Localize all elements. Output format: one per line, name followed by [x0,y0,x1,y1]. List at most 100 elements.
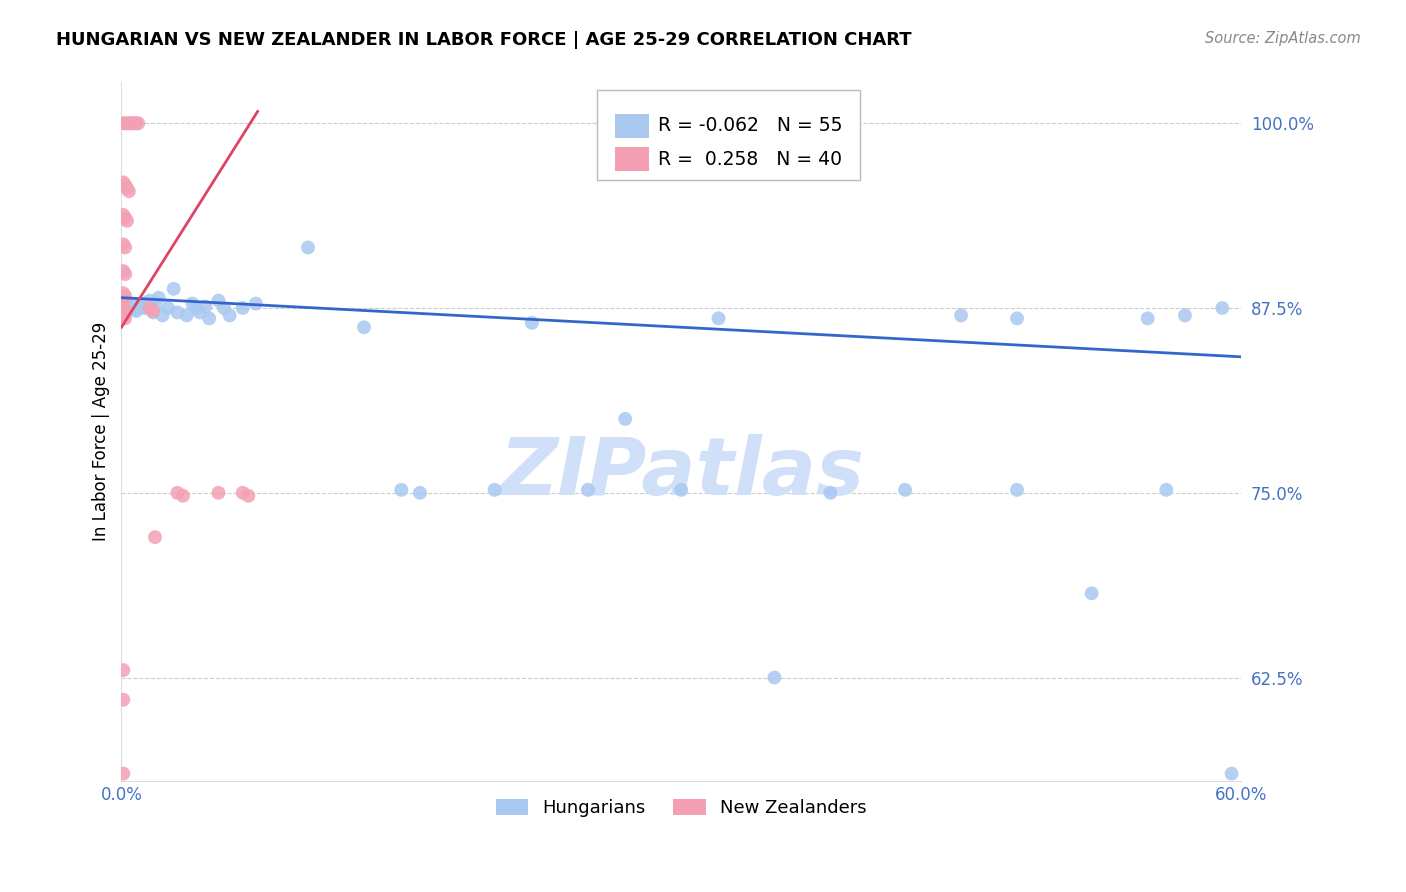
Point [118,116,141,130]
Point [232,301,254,315]
Point [207,485,229,500]
Point [181,296,204,310]
Point [245,296,267,310]
Point [238,489,260,503]
Point [232,485,254,500]
Point [152,309,174,323]
Point [114,289,136,303]
Point [188,305,211,319]
Text: HUNGARIAN VS NEW ZEALANDER IN LABOR FORCE | AGE 25-29 CORRELATION CHART: HUNGARIAN VS NEW ZEALANDER IN LABOR FORC… [56,31,912,49]
Point [1136,311,1159,326]
Point [198,311,221,326]
Point [127,300,149,314]
Point [576,483,599,497]
Point [614,412,637,426]
Point [135,301,157,315]
Point [1005,483,1028,497]
Point [115,214,138,228]
FancyBboxPatch shape [616,147,648,171]
Text: R =  0.258   N = 40: R = 0.258 N = 40 [658,150,842,169]
Point [389,483,412,497]
Point [125,304,148,318]
Point [353,320,375,334]
Point [124,116,146,130]
Point [1005,311,1028,326]
Point [148,291,170,305]
FancyBboxPatch shape [598,90,860,180]
Point [124,302,146,317]
Point [1080,586,1102,600]
Point [194,300,217,314]
Point [121,116,143,130]
Point [115,116,138,130]
Point [112,286,135,301]
Point [138,301,160,315]
Point [112,175,135,189]
Point [409,485,432,500]
Point [115,300,138,314]
Point [163,282,186,296]
Point [120,116,142,130]
Text: R = -0.062   N = 55: R = -0.062 N = 55 [658,117,842,136]
Point [707,311,730,326]
Point [950,309,973,323]
Point [121,301,143,315]
Point [120,296,142,310]
Point [114,211,136,225]
Point [894,483,917,497]
Point [118,184,141,198]
Point [112,301,135,315]
Point [112,663,135,677]
Point [114,301,136,315]
FancyBboxPatch shape [616,114,648,138]
Point [143,530,166,544]
Point [520,316,543,330]
Y-axis label: In Labor Force | Age 25-29: In Labor Force | Age 25-29 [93,322,110,541]
Point [820,485,842,500]
Point [118,298,141,312]
Point [114,267,136,281]
Point [136,300,159,314]
Point [112,766,135,780]
Point [669,483,692,497]
Point [112,237,135,252]
Point [166,305,188,319]
Point [114,311,136,326]
Point [112,208,135,222]
Legend: Hungarians, New Zealanders: Hungarians, New Zealanders [488,792,875,824]
Point [127,116,149,130]
Point [143,300,166,314]
Point [166,485,188,500]
Point [1156,483,1178,497]
Point [172,489,194,503]
Text: Source: ZipAtlas.com: Source: ZipAtlas.com [1205,31,1361,46]
Point [112,309,135,323]
Point [132,298,155,312]
Point [1211,301,1233,315]
Point [1220,766,1243,780]
Point [484,483,506,497]
Point [763,671,786,685]
Point [157,301,180,315]
Point [112,309,135,323]
Point [114,116,136,130]
Point [138,293,160,308]
Point [112,293,135,308]
Point [212,301,235,315]
Point [114,178,136,193]
Point [115,181,138,195]
Point [125,116,148,130]
Point [112,301,135,315]
Point [141,301,163,315]
Point [112,264,135,278]
Text: ZIPatlas: ZIPatlas [499,434,863,512]
Point [114,240,136,254]
Point [176,309,198,323]
Point [297,240,319,254]
Point [112,116,135,130]
Point [114,304,136,318]
Point [207,293,229,308]
Point [142,304,165,318]
Point [142,305,165,319]
Point [112,692,135,706]
